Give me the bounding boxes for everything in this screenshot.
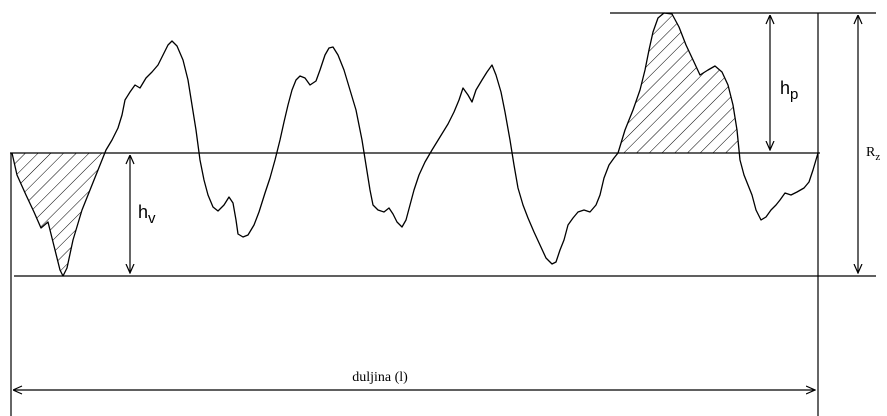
total-height-label: Rz: [866, 145, 880, 163]
valley-depth-label: hv: [138, 202, 156, 227]
peak-hatch-region: [618, 13, 738, 153]
peak-height-label: hp: [780, 78, 798, 103]
valley-hatch-region: [12, 153, 104, 276]
roughness-profile-curve: [11, 12, 819, 277]
length-label: duljina (l): [352, 370, 408, 385]
